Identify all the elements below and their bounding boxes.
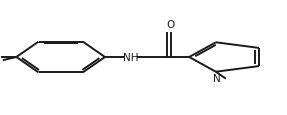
- Text: N: N: [214, 73, 221, 83]
- Text: O: O: [166, 20, 175, 30]
- Text: NH: NH: [123, 53, 138, 62]
